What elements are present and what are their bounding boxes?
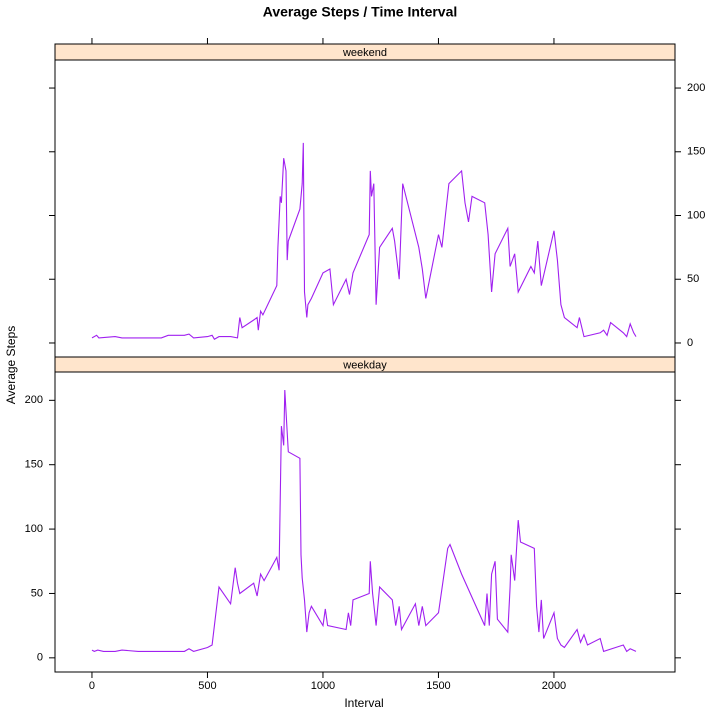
x-tick-label: 1000 bbox=[311, 680, 335, 692]
y-tick-label: 0 bbox=[687, 337, 693, 349]
y-tick-label: 0 bbox=[37, 652, 43, 664]
strip-label: weekday bbox=[342, 359, 387, 371]
x-tick-label: 2000 bbox=[542, 680, 566, 692]
strip-label: weekend bbox=[342, 47, 387, 59]
y-tick-label: 200 bbox=[25, 394, 43, 406]
y-tick-label: 50 bbox=[31, 587, 43, 599]
y-tick-label: 150 bbox=[25, 459, 43, 471]
x-tick-label: 500 bbox=[198, 680, 216, 692]
y-tick-label: 200 bbox=[687, 82, 705, 94]
series-line bbox=[91, 389, 637, 653]
x-tick-label: 0 bbox=[89, 680, 95, 692]
panel-frame bbox=[54, 371, 676, 673]
y-axis-label: Average Steps bbox=[4, 326, 18, 405]
x-tick-label: 1500 bbox=[426, 680, 450, 692]
x-axis-label: Interval bbox=[344, 696, 383, 710]
chart-title: Average Steps / Time Interval bbox=[263, 4, 458, 20]
y-tick-label: 100 bbox=[25, 523, 43, 535]
y-tick-label: 50 bbox=[687, 273, 699, 285]
series-line bbox=[91, 142, 637, 340]
y-tick-label: 150 bbox=[687, 146, 705, 158]
panel-frame bbox=[54, 59, 676, 358]
y-tick-label: 100 bbox=[687, 209, 705, 221]
